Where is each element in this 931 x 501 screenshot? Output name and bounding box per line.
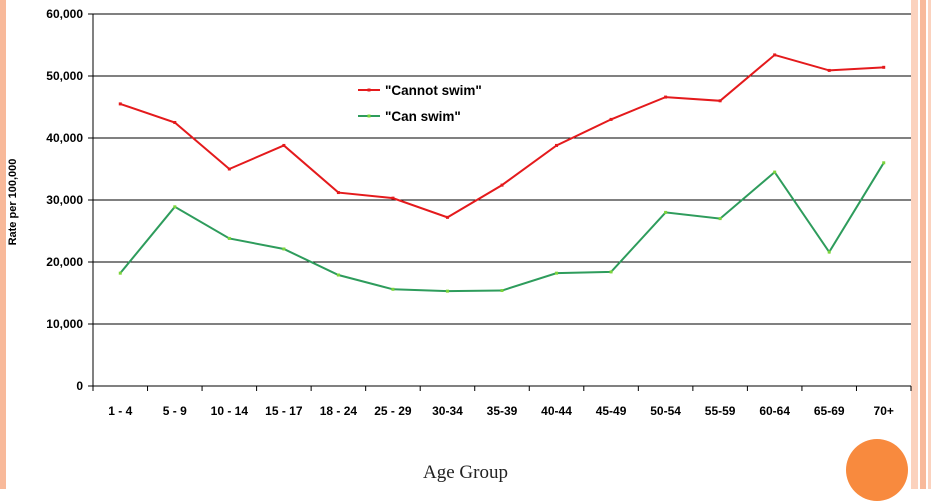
legend-marker — [367, 114, 371, 118]
series-can-swim-point — [500, 289, 504, 293]
series-cannot-swim-point — [118, 102, 122, 106]
y-tick-label: 20,000 — [46, 255, 83, 269]
y-axis-title: Rate per 100,000 — [7, 159, 19, 246]
x-tick-label: 55-59 — [705, 404, 736, 418]
series-cannot-swim-point — [718, 99, 722, 103]
legend-label: "Cannot swim" — [385, 83, 482, 98]
x-tick-labels: 1 - 4 5 - 9 10 - 14 15 - 17 18 - 24 25 - 29 30… — [108, 404, 894, 418]
series-cannot-swim-point — [773, 53, 777, 57]
orange-circle-decoration — [846, 439, 908, 501]
series-can-swim-point — [664, 210, 668, 214]
x-tick-label: 70+ — [874, 404, 894, 418]
series-can-swim-point — [609, 270, 613, 274]
series-cannot-swim-point — [609, 117, 613, 121]
series-cannot-swim-point — [391, 196, 395, 200]
x-tick-label: 35-39 — [487, 404, 518, 418]
right-accent-bar-edge — [928, 0, 931, 489]
x-tick-label: 45-49 — [596, 404, 627, 418]
series-cannot-swim-point — [555, 143, 559, 147]
series-cannot-swim-point — [664, 95, 668, 99]
series-cannot-swim-point — [445, 215, 449, 219]
legend-marker — [367, 88, 371, 92]
x-tick-label: 10 - 14 — [211, 404, 249, 418]
series-can-swim-line — [119, 162, 885, 293]
series-can-swim-point — [827, 250, 831, 254]
series-cannot-swim-point — [336, 191, 340, 195]
legend: "Cannot swim" "Can swim" — [358, 83, 482, 124]
series-cannot-swim-line — [119, 53, 884, 219]
y-tick-label: 50,000 — [46, 69, 83, 83]
right-accent-bar-inner — [920, 0, 926, 489]
series-can-swim-point — [227, 236, 231, 240]
y-tick-labels: 0 10,000 20,000 30,000 40,000 50,000 60,000 — [46, 7, 83, 393]
x-tick-label: 50-54 — [650, 404, 681, 418]
series-can-swim-point — [718, 217, 722, 221]
x-tick-label: 15 - 17 — [265, 404, 303, 418]
series-can-swim-point — [391, 287, 395, 291]
series-lines — [118, 53, 886, 293]
line-chart: 0 10,000 20,000 30,000 40,000 50,000 60,000 1 … — [7, 7, 912, 418]
slide-frame — [0, 0, 931, 489]
series-can-swim-point — [555, 271, 559, 275]
y-tick-label: 60,000 — [46, 7, 83, 21]
series-can-swim-point — [336, 273, 340, 277]
y-tick-label: 10,000 — [46, 317, 83, 331]
legend-label: "Can swim" — [385, 109, 461, 124]
series-can-swim-point — [173, 205, 177, 209]
series-cannot-swim-point — [827, 68, 831, 72]
series-cannot-swim-point — [227, 167, 231, 171]
y-tick-label: 0 — [76, 379, 83, 393]
axes — [88, 13, 912, 391]
x-tick-label: 60-64 — [759, 404, 790, 418]
x-tick-label: 40-44 — [541, 404, 572, 418]
series-cannot-swim-point — [500, 183, 504, 187]
right-accent-bar-outer — [911, 0, 918, 489]
x-tick-label: 30-34 — [432, 404, 463, 418]
right-accent-bars — [911, 0, 931, 489]
series-can-swim-point — [882, 161, 886, 165]
series-can-swim-point — [445, 289, 449, 293]
x-tick-label: 65-69 — [814, 404, 845, 418]
series-can-swim-point — [282, 247, 286, 251]
y-tick-label: 30,000 — [46, 193, 83, 207]
x-tick-label: 18 - 24 — [320, 404, 358, 418]
series-cannot-swim-point — [282, 143, 286, 147]
x-axis-title: Age Group — [423, 462, 508, 483]
left-accent-bar — [0, 0, 6, 489]
series-cannot-swim-point — [882, 65, 886, 69]
x-tick-label: 1 - 4 — [108, 404, 132, 418]
gridlines — [93, 13, 911, 325]
x-tick-label: 25 - 29 — [374, 404, 412, 418]
series-can-swim-point — [118, 271, 122, 275]
x-tick-label: 5 - 9 — [163, 404, 187, 418]
series-cannot-swim-point — [173, 121, 177, 124]
series-can-swim-point — [773, 170, 777, 174]
y-tick-label: 40,000 — [46, 131, 83, 145]
